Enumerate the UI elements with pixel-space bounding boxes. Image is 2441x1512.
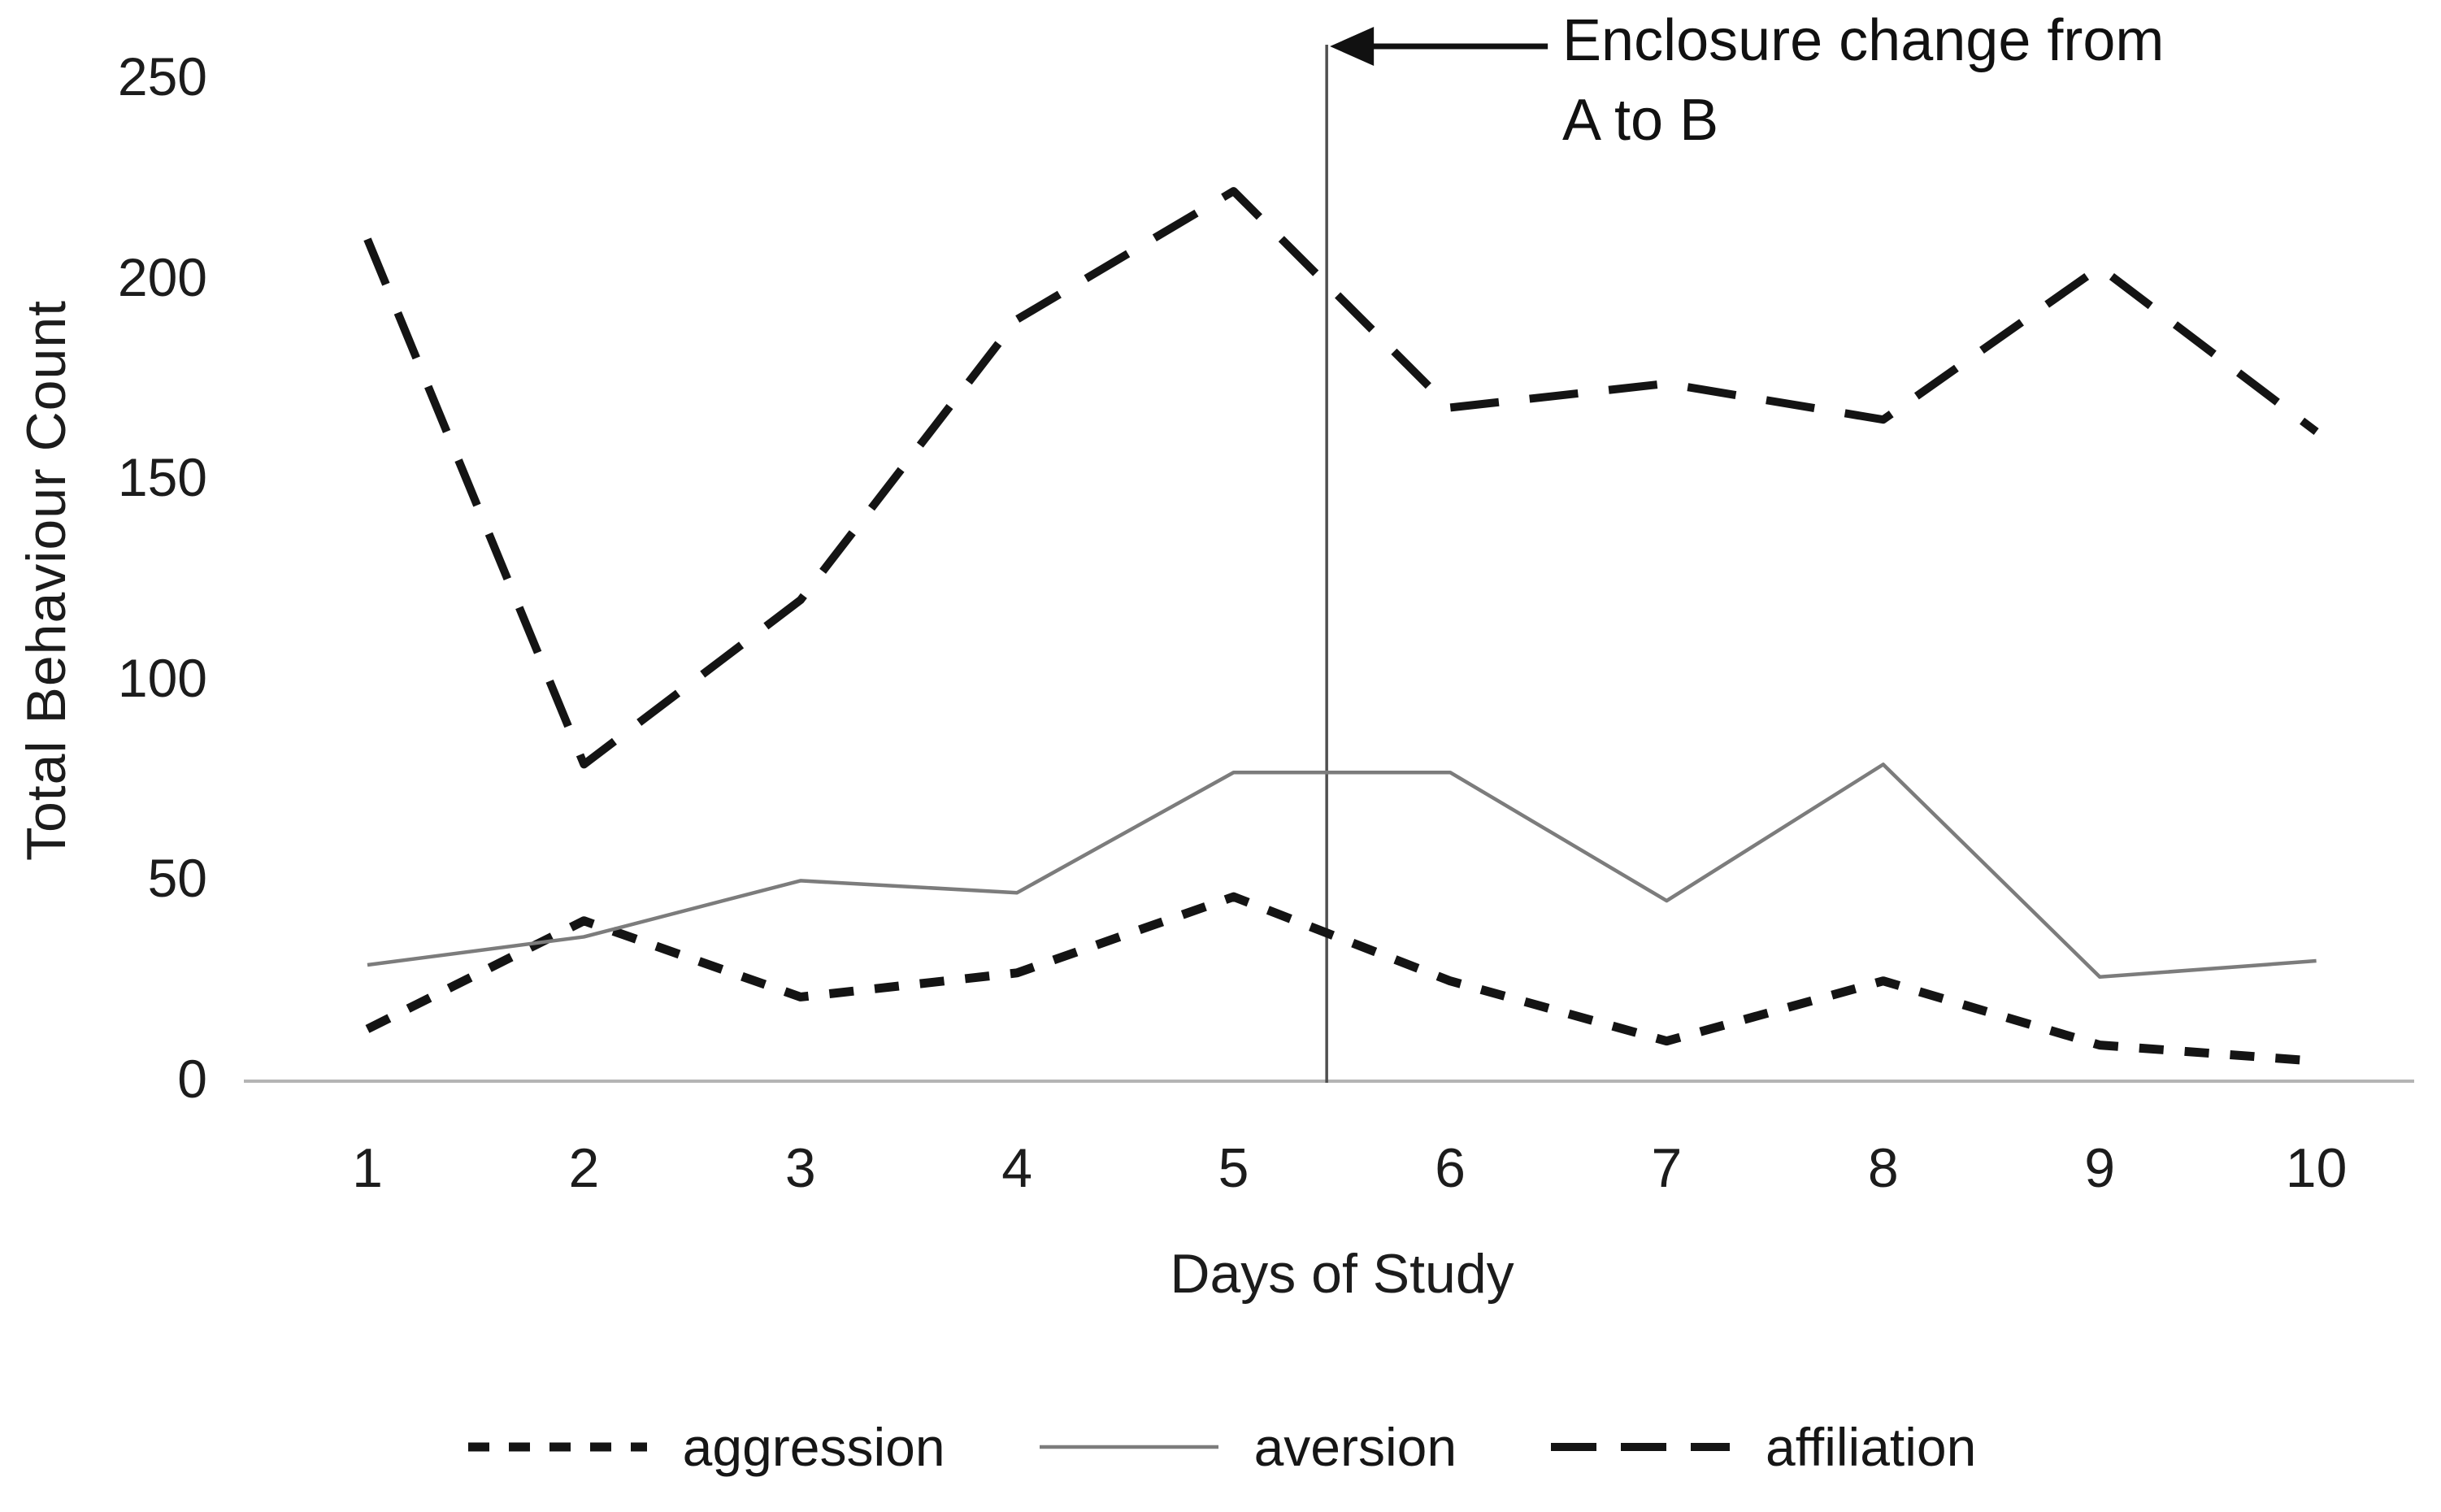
affiliation-dashed-line-icon (1551, 1443, 1731, 1451)
x-tick-label: 6 (1435, 1137, 1466, 1199)
legend-label-aggression: aggression (682, 1417, 945, 1477)
annotation-arrow-head-icon (1330, 27, 1375, 66)
aversion-solid-line-icon (1039, 1445, 1218, 1449)
x-tick-label: 4 (1001, 1137, 1033, 1199)
x-tick-label: 3 (784, 1137, 816, 1199)
legend-item-affiliation: affiliation (1548, 1416, 1976, 1478)
legend-item-aggression: aggression (465, 1416, 945, 1478)
event-annotation: Enclosure change from A to B (1562, 2, 2359, 161)
y-tick-label: 200 (117, 246, 207, 307)
x-tick-label: 9 (2084, 1137, 2116, 1199)
y-tick-label: 150 (117, 447, 207, 508)
x-tick-label: 1 (352, 1137, 383, 1199)
x-axis-title: Days of Study (1170, 1243, 1514, 1305)
series-line-affiliation (363, 187, 2319, 769)
series-line-aversion (367, 763, 2317, 980)
y-tick-label: 0 (177, 1048, 207, 1109)
x-tick-label: 2 (568, 1137, 600, 1199)
legend: aggression aversion affiliation (0, 1416, 2441, 1478)
y-tick-label: 250 (117, 46, 207, 106)
y-axis-title: Total Behaviour Count (15, 299, 77, 862)
y-tick-label: 50 (147, 848, 207, 909)
legend-item-aversion: aversion (1036, 1416, 1457, 1478)
y-tick-label: 100 (117, 647, 207, 708)
event-annotation-line1: Enclosure change from (1562, 8, 2165, 73)
x-tick-label: 10 (2285, 1137, 2348, 1199)
series-line-aggression (365, 892, 2317, 1066)
series-lines (363, 187, 2319, 1066)
aggression-dotted-line-icon (467, 1442, 647, 1452)
legend-label-affiliation: affiliation (1766, 1417, 1977, 1477)
event-annotation-line2: A to B (1562, 87, 1719, 153)
x-tick-label: 7 (1651, 1137, 1683, 1199)
legend-label-aversion: aversion (1253, 1417, 1457, 1477)
x-tick-label: 5 (1218, 1137, 1249, 1199)
x-tick-label: 8 (1867, 1137, 1899, 1199)
